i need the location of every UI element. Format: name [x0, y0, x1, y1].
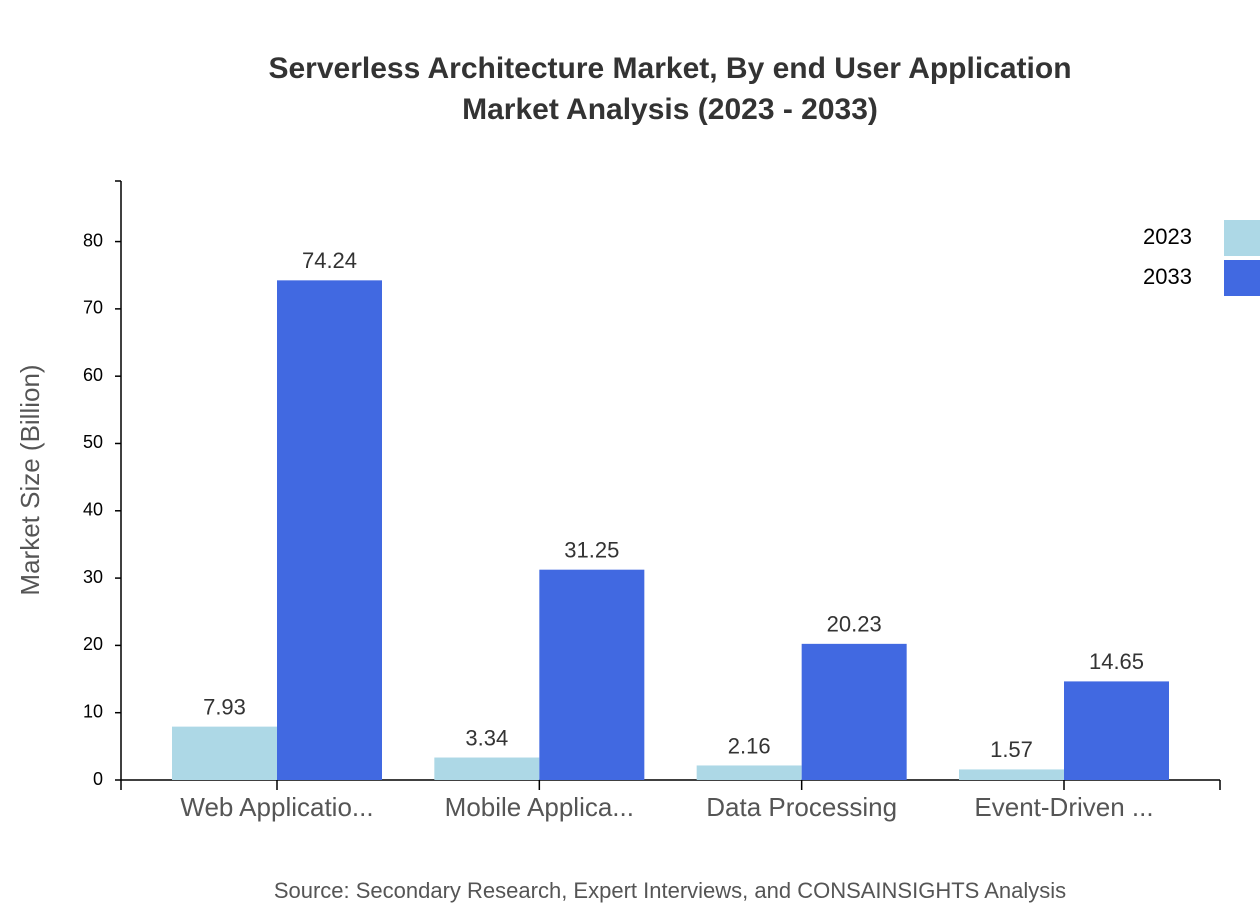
- bar: [1064, 681, 1169, 780]
- value-label: 2.16: [728, 733, 771, 758]
- bar: [801, 643, 907, 780]
- bar: [959, 769, 1064, 780]
- value-label: 31.25: [564, 537, 619, 562]
- y-tick-label: 40: [83, 500, 103, 520]
- y-tick-label: 10: [83, 701, 103, 721]
- y-tick-label: 70: [83, 298, 103, 318]
- y-tick-label: 50: [83, 432, 103, 452]
- y-tick-label: 30: [83, 567, 103, 587]
- bar: [434, 757, 540, 780]
- y-axis-label: Market Size (Billion): [15, 364, 45, 595]
- x-tick-label: Data Processing: [706, 792, 897, 822]
- legend-swatch: [1224, 220, 1260, 256]
- x-tick-label: Event-Driven ...: [974, 792, 1153, 822]
- value-label: 20.23: [827, 612, 882, 637]
- value-label: 14.65: [1089, 649, 1144, 674]
- value-label: 3.34: [465, 725, 508, 750]
- bar: [277, 280, 382, 780]
- y-tick-label: 80: [83, 230, 103, 250]
- x-tick-label: Mobile Applica...: [445, 792, 634, 822]
- x-tick-label: Web Applicatio...: [180, 792, 373, 822]
- value-label: 74.24: [302, 248, 357, 273]
- bar: [539, 569, 645, 780]
- source-note: Source: Secondary Research, Expert Inter…: [274, 878, 1066, 903]
- chart-title: Serverless Architecture Market, By end U…: [268, 52, 1072, 126]
- legend-swatch: [1224, 260, 1260, 296]
- y-tick-label: 0: [93, 769, 103, 789]
- bar: [172, 726, 277, 780]
- legend-label: 2023: [1143, 224, 1192, 249]
- legend-label: 2033: [1143, 264, 1192, 289]
- bar: [696, 765, 802, 780]
- value-label: 1.57: [990, 737, 1033, 762]
- value-label: 7.93: [203, 694, 246, 719]
- y-tick-label: 60: [83, 365, 103, 385]
- y-tick-label: 20: [83, 634, 103, 654]
